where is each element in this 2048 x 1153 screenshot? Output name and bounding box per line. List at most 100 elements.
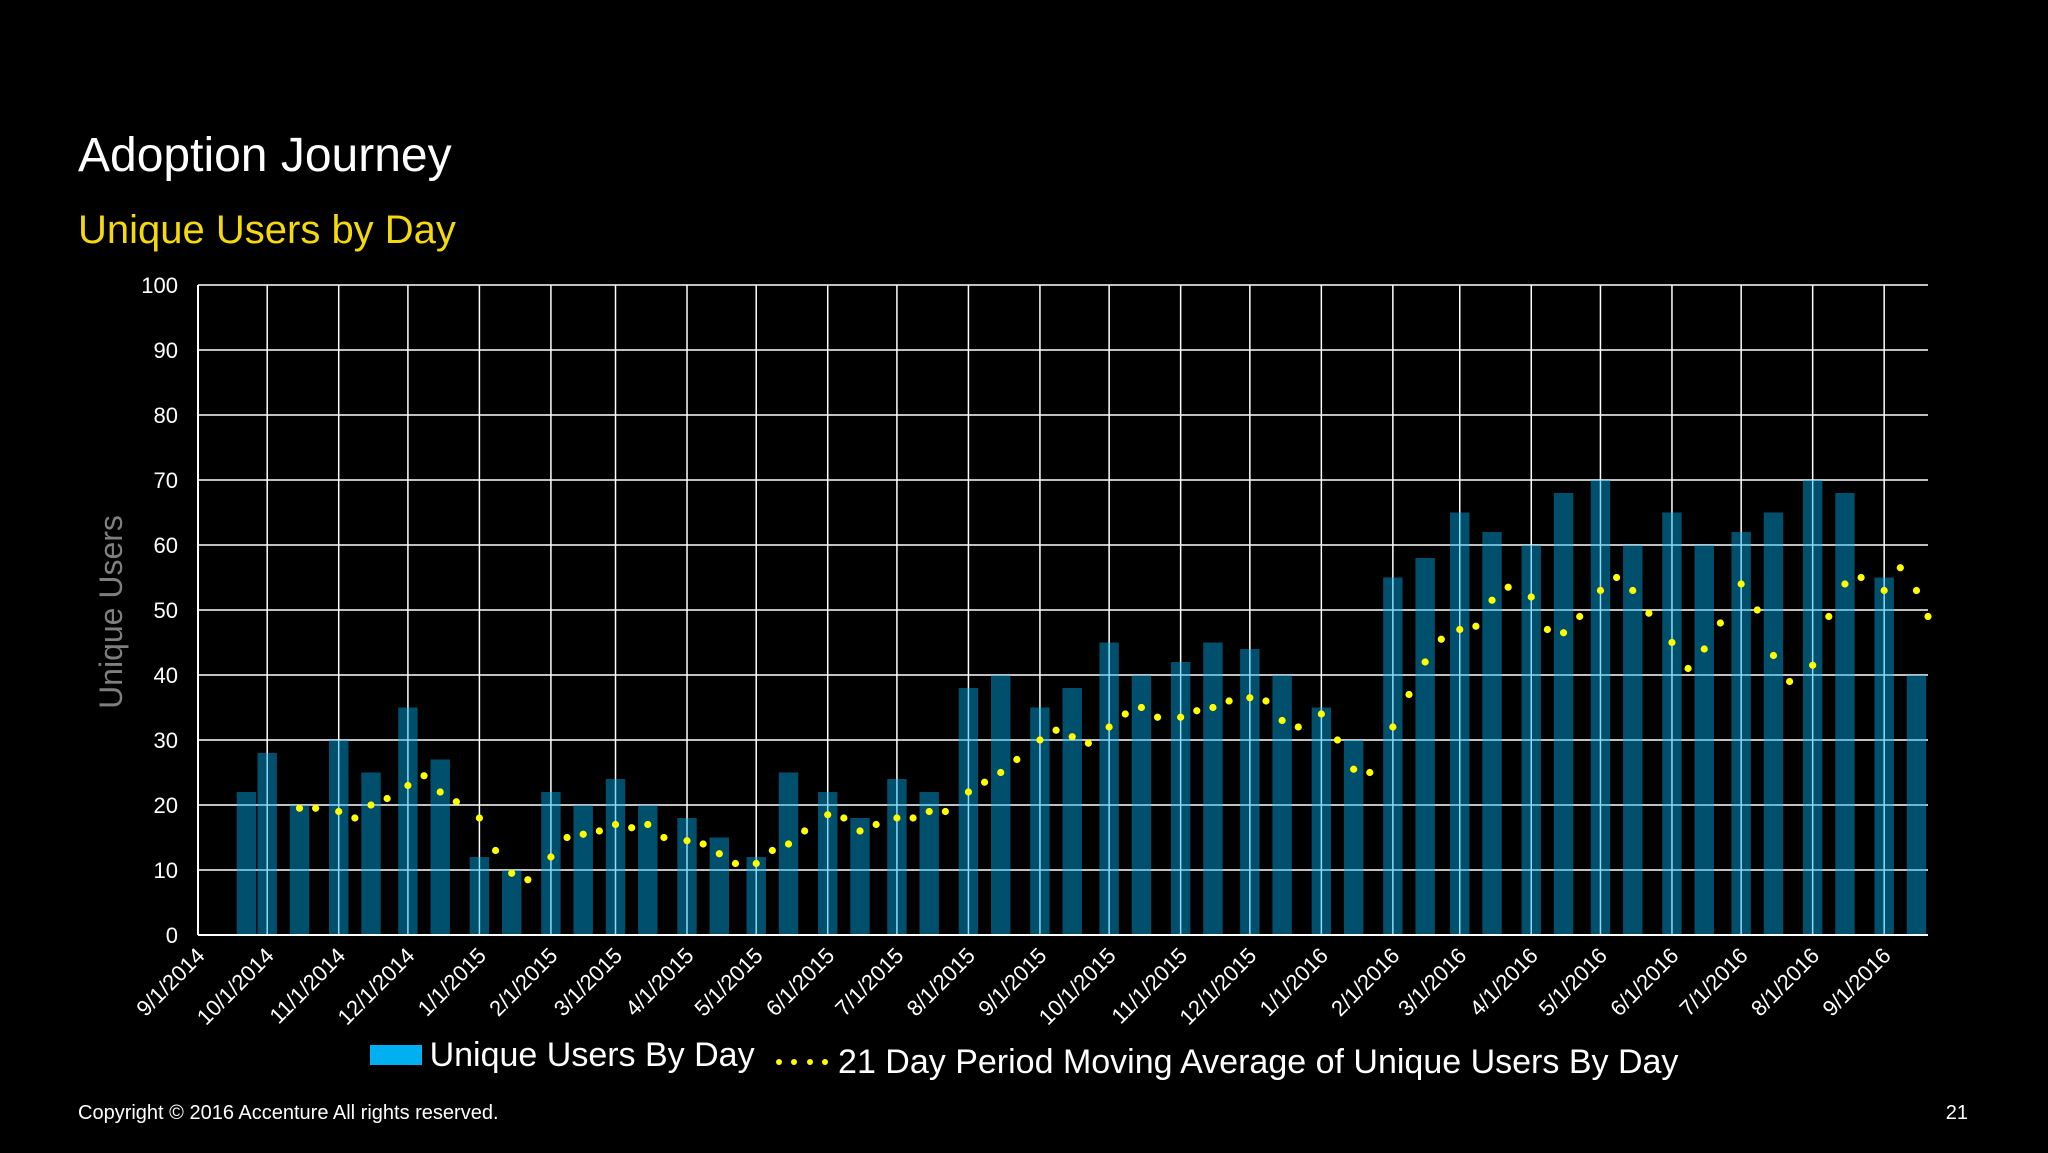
moving-average-point: [611, 820, 620, 829]
x-tick-label: 2/1/2016: [1326, 943, 1404, 1021]
bar: [1553, 493, 1574, 935]
x-tick-label: 3/1/2016: [1393, 943, 1471, 1021]
x-tick-label: 1/1/2015: [413, 943, 491, 1021]
moving-average-point: [1645, 609, 1653, 617]
bar: [818, 792, 838, 935]
bar: [1343, 740, 1364, 935]
moving-average-point: [1576, 612, 1584, 621]
moving-average-point: [1137, 703, 1146, 712]
bar: [709, 837, 730, 935]
bar: [1874, 577, 1894, 935]
y-tick-label: 50: [154, 598, 178, 623]
bar: [1521, 545, 1541, 935]
bar: [573, 805, 593, 935]
y-tick-label: 10: [154, 858, 178, 883]
moving-average-point: [997, 768, 1005, 777]
bar: [328, 740, 349, 935]
moving-average-point: [1559, 629, 1568, 637]
bar: [778, 772, 799, 935]
y-tick-label: 0: [166, 923, 178, 948]
bar: [236, 792, 257, 935]
bar: [1482, 532, 1502, 935]
moving-average-point: [1737, 580, 1745, 588]
x-tick-label: 7/1/2015: [830, 943, 908, 1021]
moving-average-point: [1809, 661, 1817, 669]
moving-average-point: [1841, 580, 1849, 588]
x-tick-label: 3/1/2015: [549, 943, 627, 1021]
x-tick-label: 4/1/2016: [1465, 943, 1543, 1021]
moving-average-point: [941, 807, 949, 816]
moving-average-point: [1389, 723, 1397, 731]
moving-average-point: [1924, 612, 1932, 621]
moving-average-point: [683, 837, 691, 845]
bar: [1062, 688, 1082, 935]
bar: [1590, 480, 1611, 935]
moving-average-point: [784, 840, 793, 848]
moving-average-point: [1527, 593, 1535, 601]
x-tick-label: 6/1/2016: [1605, 943, 1683, 1021]
x-tick-label: 4/1/2015: [620, 943, 698, 1021]
bar: [991, 675, 1011, 935]
moving-average-point: [491, 846, 500, 855]
moving-average-point: [925, 807, 933, 816]
x-tick-label: 5/1/2016: [1534, 943, 1612, 1021]
moving-average-point: [1333, 736, 1342, 744]
bar: [501, 870, 522, 935]
bar: [469, 857, 490, 935]
moving-average-point: [980, 778, 989, 786]
moving-average-point: [1857, 573, 1865, 582]
moving-average-point: [752, 859, 760, 868]
moving-average-point: [312, 804, 320, 812]
moving-average-point: [628, 824, 636, 832]
bar: [1694, 545, 1714, 935]
bar: [430, 759, 450, 935]
moving-average-point: [1105, 723, 1113, 731]
moving-average-point: [383, 794, 391, 803]
moving-average-point: [508, 869, 516, 877]
moving-average-point: [1880, 586, 1888, 595]
moving-average-point: [1700, 645, 1708, 653]
moving-average-point: [1177, 713, 1185, 721]
x-tick-label: 9/1/2016: [1817, 943, 1895, 1021]
x-tick-label: 1/1/2016: [1255, 943, 1333, 1021]
x-tick-label: 8/1/2015: [902, 943, 980, 1021]
moving-average-point: [1825, 612, 1833, 621]
bar: [1415, 558, 1435, 935]
moving-average-point: [893, 814, 901, 822]
bar: [1906, 675, 1927, 935]
bar: [1623, 545, 1643, 935]
legend-bar-swatch: [369, 1045, 422, 1065]
bar: [1450, 512, 1470, 935]
moving-average-point: [1668, 638, 1676, 647]
moving-average-point: [1350, 765, 1358, 773]
bar: [361, 772, 381, 935]
moving-average-point: [964, 788, 973, 796]
bar: [958, 688, 979, 935]
bar: [1731, 532, 1751, 935]
moving-average-point: [524, 876, 532, 884]
moving-average-point: [579, 830, 587, 838]
x-tick-label: 5/1/2015: [690, 943, 768, 1021]
y-tick-label: 20: [154, 793, 178, 818]
x-tick-label: 8/1/2016: [1746, 943, 1824, 1021]
moving-average-point: [1013, 755, 1021, 764]
bar: [1802, 480, 1823, 935]
moving-average-point: [420, 772, 428, 780]
y-tick-labels: 0 10 20 30 40 50 60 70 80 90 100: [141, 273, 178, 948]
moving-average-series: [295, 564, 1932, 884]
moving-average-point: [1753, 606, 1761, 614]
copyright-footer: Copyright © 2016 Accenture All rights re…: [78, 1102, 499, 1124]
moving-average-point: [1225, 697, 1233, 705]
moving-average-point: [731, 859, 740, 868]
moving-average-point: [1613, 573, 1621, 582]
moving-average-point: [1786, 677, 1794, 686]
bar: [850, 818, 870, 935]
moving-average-point: [715, 850, 723, 858]
moving-average-point: [1209, 703, 1217, 712]
x-tick-label: 6/1/2015: [761, 943, 839, 1021]
moving-average-point: [1684, 664, 1692, 673]
moving-average-point: [824, 811, 832, 819]
bar: [1030, 707, 1050, 935]
moving-average-point: [856, 827, 864, 835]
moving-average-point: [1456, 625, 1464, 634]
